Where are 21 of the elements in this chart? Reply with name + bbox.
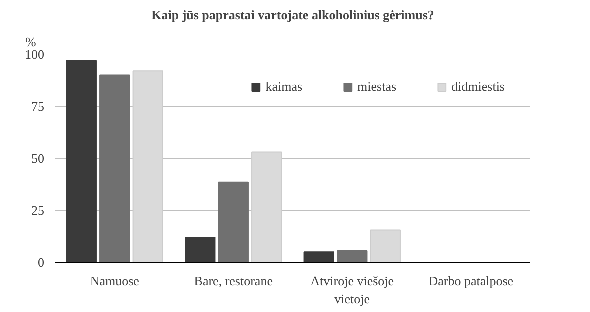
- x-tick-label: Namuose: [90, 274, 140, 288]
- y-axis-title: %: [26, 34, 36, 50]
- legend-label: didmiestis: [452, 79, 505, 95]
- bar: [185, 237, 216, 262]
- bar: [218, 182, 249, 262]
- y-tick-label: 100: [25, 47, 44, 62]
- bar: [370, 230, 401, 262]
- legend-label: kaimas: [266, 79, 303, 95]
- bar: [304, 252, 334, 262]
- y-tick-label: 75: [32, 99, 44, 114]
- bar: [100, 74, 130, 262]
- x-tick-label: Darbo patalpose: [428, 274, 514, 288]
- bar: [337, 250, 368, 262]
- x-tick-label: Bare, restorane: [194, 274, 274, 288]
- y-tick-label: 25: [32, 203, 44, 218]
- bar: [66, 60, 97, 262]
- x-tick-label: Atviroje viešoje vietoje: [310, 274, 394, 306]
- y-tick-label: 0: [38, 255, 44, 270]
- legend-label: miestas: [358, 79, 397, 95]
- y-tick-label: 50: [32, 151, 44, 166]
- chart-title: Kaip jūs paprastai vartojate alkoholinius gėrimus?: [152, 8, 434, 22]
